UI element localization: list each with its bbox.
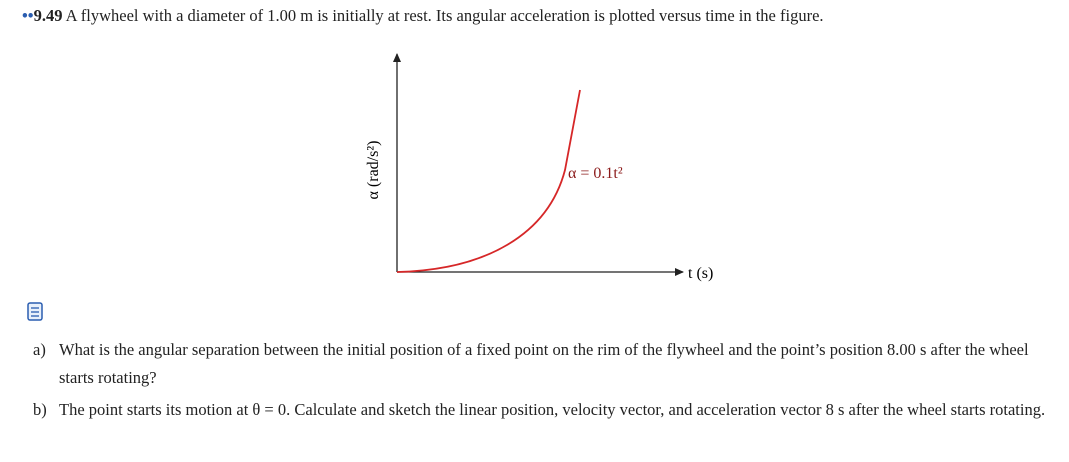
problem-statement: ••9.49 A flywheel with a diameter of 1.0…: [22, 6, 824, 26]
curve-label: α = 0.1t²: [568, 165, 623, 182]
question-text: What is the angular separation between t…: [59, 340, 1029, 387]
question: a) What is the angular separation betwee…: [33, 336, 1053, 392]
y-axis-label: α (rad/s²): [365, 141, 382, 200]
question-label: a): [33, 340, 46, 359]
problem-text: A flywheel with a diameter of 1.00 m is …: [65, 6, 824, 25]
question: b) The point starts its motion at θ = 0.…: [33, 396, 1053, 424]
curve: [396, 89, 581, 273]
x-axis-label: t (s): [688, 265, 713, 282]
document-icon: [27, 302, 43, 321]
problem-number: 9.49: [33, 6, 63, 25]
question-text: The point starts its motion at θ = 0. Ca…: [59, 400, 1046, 419]
difficulty-marker: ••: [22, 6, 34, 25]
question-label: b): [33, 400, 47, 419]
